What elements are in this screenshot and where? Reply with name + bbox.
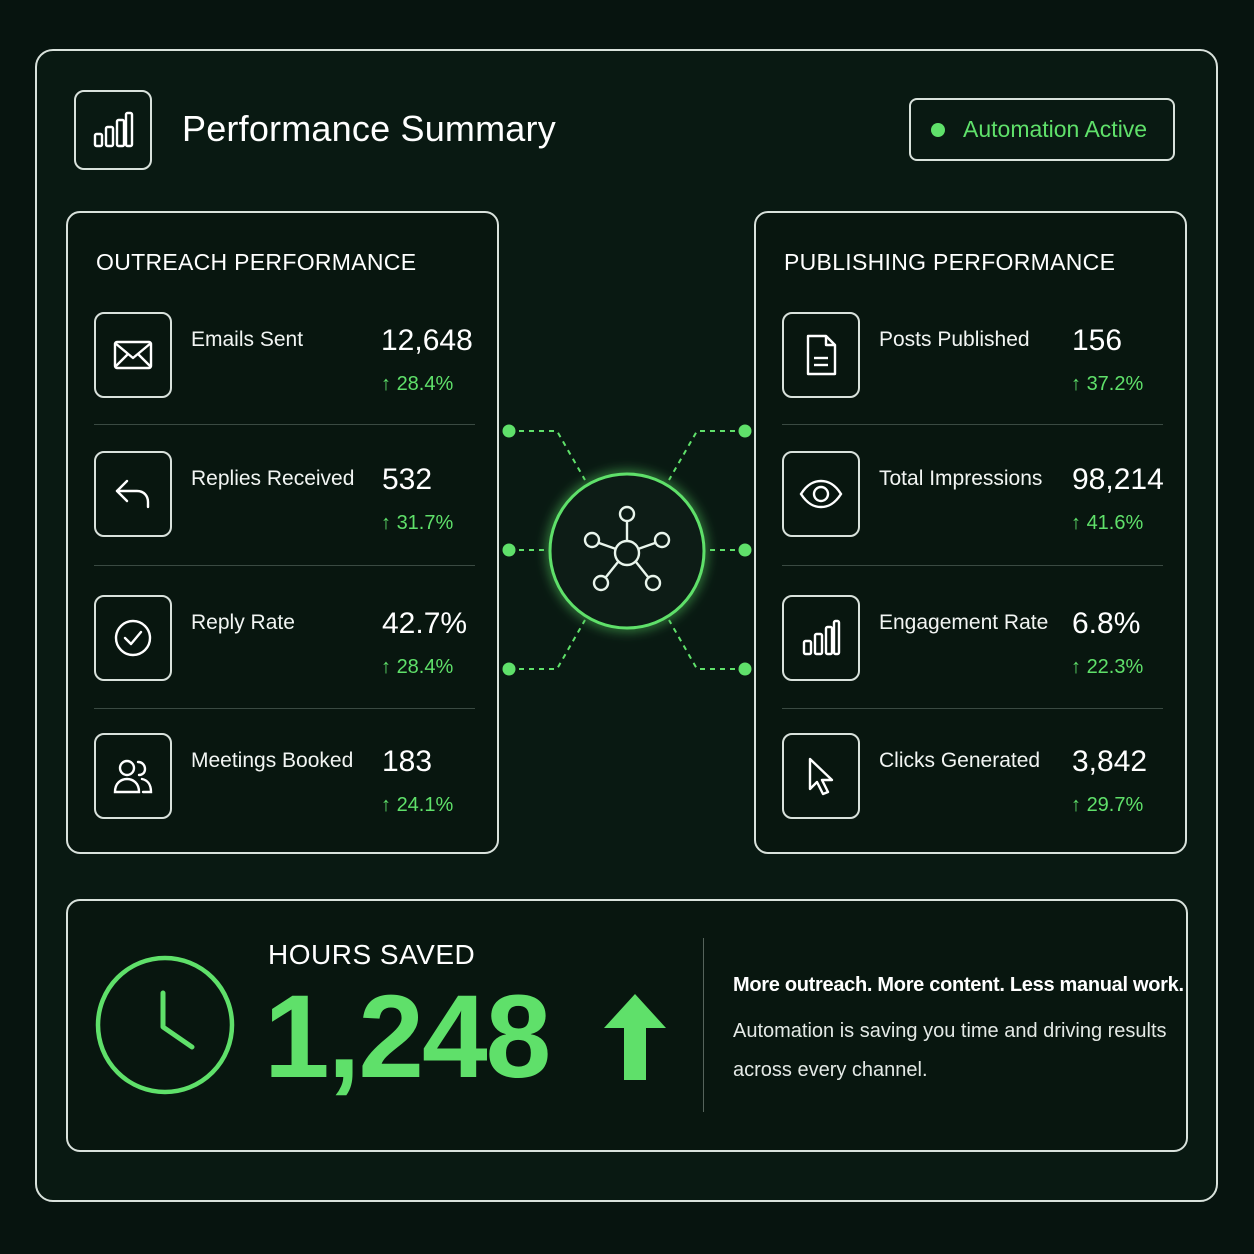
metric-delta: ↑ 29.7% bbox=[1071, 794, 1144, 816]
reply-icon bbox=[94, 451, 172, 537]
hub-circle bbox=[548, 472, 706, 630]
metric-value: 42.7% bbox=[382, 607, 468, 640]
metric-delta: ↑ 37.2% bbox=[1071, 373, 1144, 395]
metric-delta-value: 24.1% bbox=[396, 794, 454, 816]
metric-label: Engagement Rate bbox=[879, 611, 1049, 634]
bar-chart-icon bbox=[782, 595, 860, 681]
hours-saved-description: Automation is saving you time and drivin… bbox=[733, 1020, 1167, 1081]
bar-chart-icon bbox=[74, 90, 152, 170]
connector-lines bbox=[509, 430, 745, 670]
users-icon bbox=[94, 733, 172, 819]
metric-posts-published[interactable]: Posts Published 156 ↑ 37.2% bbox=[782, 312, 1163, 452]
metric-delta: ↑ 31.7% bbox=[381, 512, 454, 534]
metric-value: 156 bbox=[1072, 324, 1123, 357]
hours-saved-label: HOURS SAVED bbox=[268, 939, 476, 970]
publishing-panel: PUBLISHING PERFORMANCE Posts Published 1… bbox=[754, 211, 1187, 854]
metric-delta-value: 37.2% bbox=[1086, 373, 1144, 395]
divider bbox=[782, 708, 1163, 709]
metric-value: 6.8% bbox=[1072, 607, 1141, 640]
clock-icon bbox=[95, 955, 235, 1095]
metric-emails-sent[interactable]: Emails Sent 12,648 ↑ 28.4% bbox=[94, 312, 475, 452]
metric-delta-value: 22.3% bbox=[1086, 656, 1144, 678]
metric-delta-value: 28.4% bbox=[396, 656, 454, 678]
divider bbox=[94, 708, 475, 709]
arrow-up-icon bbox=[604, 994, 666, 1080]
metric-label: Total Impressions bbox=[879, 467, 1043, 490]
hours-saved-headline: More outreach. More content. Less manual… bbox=[733, 974, 1184, 996]
metric-value: 532 bbox=[382, 463, 433, 496]
outreach-panel-title: OUTREACH PERFORMANCE bbox=[96, 249, 417, 275]
metric-meetings-booked[interactable]: Meetings Booked 183 ↑ 24.1% bbox=[94, 733, 475, 873]
metric-delta: ↑ 24.1% bbox=[381, 794, 454, 816]
metric-label: Emails Sent bbox=[191, 328, 304, 351]
status-dot-icon bbox=[931, 122, 945, 137]
metric-delta-value: 41.6% bbox=[1086, 512, 1144, 534]
divider bbox=[782, 565, 1163, 566]
metric-label: Meetings Booked bbox=[191, 749, 354, 772]
status-badge[interactable]: Automation Active bbox=[909, 98, 1175, 161]
connector-nodes bbox=[502, 424, 752, 676]
metric-label: Reply Rate bbox=[191, 611, 295, 634]
cursor-icon bbox=[782, 733, 860, 819]
metric-delta: ↑ 41.6% bbox=[1071, 512, 1144, 534]
metric-value: 12,648 bbox=[381, 324, 473, 357]
envelope-icon bbox=[94, 312, 172, 398]
automation-hub bbox=[502, 424, 752, 676]
metric-total-impressions[interactable]: Total Impressions 98,214 ↑ 41.6% bbox=[782, 451, 1164, 591]
metric-delta: ↑ 28.4% bbox=[381, 373, 454, 395]
metric-label: Replies Received bbox=[191, 467, 355, 490]
document-icon bbox=[782, 312, 860, 398]
page-title: Performance Summary bbox=[182, 108, 556, 149]
divider bbox=[782, 424, 1163, 425]
hours-saved-value: 1,248 bbox=[264, 971, 551, 1103]
vertical-divider bbox=[703, 938, 704, 1112]
eye-icon bbox=[782, 451, 860, 537]
metric-value: 3,842 bbox=[1072, 745, 1148, 778]
metric-engagement-rate[interactable]: Engagement Rate 6.8% ↑ 22.3% bbox=[782, 595, 1163, 735]
outreach-panel: OUTREACH PERFORMANCE Emails Sent 12,648 … bbox=[66, 211, 499, 854]
metric-delta-value: 31.7% bbox=[396, 512, 454, 534]
metric-delta-value: 29.7% bbox=[1086, 794, 1144, 816]
divider bbox=[94, 424, 475, 425]
publishing-panel-title: PUBLISHING PERFORMANCE bbox=[784, 249, 1116, 275]
metric-reply-rate[interactable]: Reply Rate 42.7% ↑ 28.4% bbox=[94, 595, 475, 735]
metric-label: Posts Published bbox=[879, 328, 1030, 351]
status-badge-label: Automation Active bbox=[963, 116, 1148, 142]
metric-value: 183 bbox=[382, 745, 433, 778]
metric-label: Clicks Generated bbox=[879, 749, 1041, 772]
metric-clicks-generated[interactable]: Clicks Generated 3,842 ↑ 29.7% bbox=[782, 733, 1163, 873]
check-circle-icon bbox=[94, 595, 172, 681]
metric-delta: ↑ 22.3% bbox=[1071, 656, 1144, 678]
network-icon bbox=[583, 505, 671, 592]
metric-delta: ↑ 28.4% bbox=[381, 656, 454, 678]
metric-value: 98,214 bbox=[1072, 463, 1164, 496]
divider bbox=[94, 565, 475, 566]
metric-replies-received[interactable]: Replies Received 532 ↑ 31.7% bbox=[94, 451, 475, 591]
metric-delta-value: 28.4% bbox=[396, 373, 454, 395]
